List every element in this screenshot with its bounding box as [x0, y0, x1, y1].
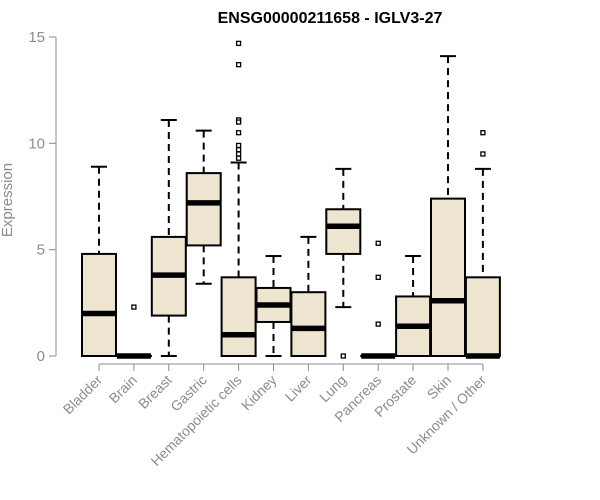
outlier-point — [235, 142, 242, 149]
box-pancreas — [360, 240, 397, 359]
outlier-point — [131, 304, 137, 310]
outlier-point — [375, 321, 381, 327]
iqr-box — [185, 172, 222, 247]
iqr-box — [464, 276, 501, 357]
outlier-point — [235, 40, 242, 47]
iqr-box — [220, 276, 257, 357]
y-axis-label: Expression — [0, 163, 16, 237]
outlier-point — [375, 274, 381, 280]
box-skin — [430, 55, 466, 357]
outlier-point — [235, 130, 242, 136]
x-tick-label-bladder: Bladder — [60, 372, 106, 418]
box-unknown-other — [464, 130, 501, 359]
iqr-box — [290, 291, 327, 358]
y-tick-label: 5 — [37, 242, 45, 259]
box-bladder — [81, 165, 117, 357]
outlier-point — [235, 151, 242, 157]
x-tick-label-kidney: Kidney — [238, 372, 280, 414]
iqr-box — [325, 208, 362, 255]
iqr-box — [430, 197, 466, 357]
x-tick-label-liver: Liver — [282, 372, 315, 405]
outlier-point — [480, 151, 486, 157]
box-prostate — [395, 255, 432, 358]
iqr-box — [81, 252, 117, 357]
box-brain — [115, 304, 152, 359]
outlier-point — [480, 130, 486, 136]
outlier-point — [235, 61, 242, 68]
box-liver — [290, 235, 327, 358]
box-lung — [325, 167, 362, 359]
outlier-point — [235, 119, 242, 125]
y-tick-label: 0 — [37, 348, 45, 365]
box-breast — [150, 118, 187, 357]
boxes-group — [81, 40, 501, 359]
chart-title: ENSG00000211658 - IGLV3-27 — [218, 10, 443, 27]
y-tick-label: 10 — [28, 135, 45, 152]
outlier-point — [235, 155, 242, 161]
y-axis: 0 5 10 15 — [28, 29, 57, 365]
y-tick-label: 15 — [28, 29, 45, 46]
outlier-point — [375, 240, 381, 246]
outlier-point — [340, 353, 346, 359]
box-kidney — [255, 255, 292, 357]
box-gastric — [185, 129, 222, 285]
outlier-point — [235, 147, 242, 153]
x-tick-label-skin: Skin — [424, 372, 455, 403]
box-hematopoietic-cells — [220, 40, 257, 357]
